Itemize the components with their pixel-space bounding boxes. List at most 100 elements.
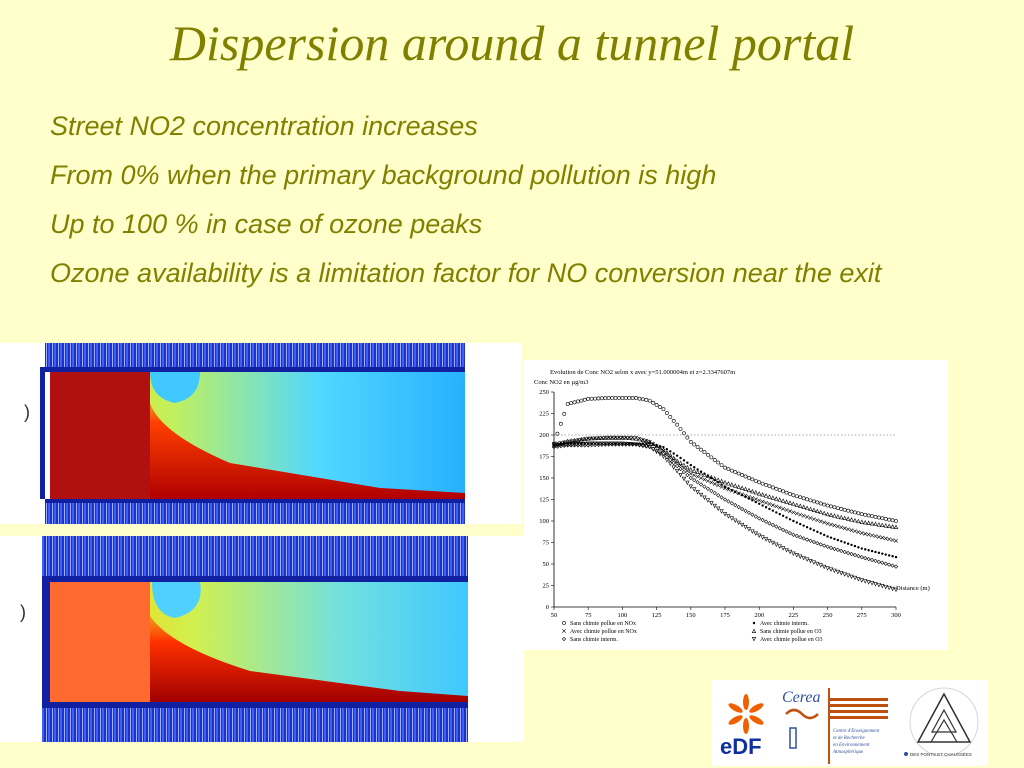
data-point xyxy=(777,544,782,549)
series-diamond xyxy=(551,442,899,569)
data-point xyxy=(599,442,605,447)
data-point xyxy=(859,531,864,535)
data-point xyxy=(586,441,591,446)
x-tick-label: 250 xyxy=(823,612,833,619)
data-point xyxy=(658,405,662,409)
data-point xyxy=(719,478,724,484)
data-point xyxy=(770,522,776,528)
simulation-map-bottom: ) xyxy=(0,536,524,742)
data-point xyxy=(558,421,563,426)
data-point xyxy=(668,452,673,458)
data-point xyxy=(695,480,700,485)
data-point xyxy=(698,470,704,476)
data-point xyxy=(859,578,864,583)
data-point xyxy=(750,529,755,534)
data-point xyxy=(887,562,892,567)
x-tick-label: 275 xyxy=(857,612,867,619)
data-point xyxy=(764,482,768,487)
cerea-wordmark: Cerea xyxy=(782,689,821,706)
data-point xyxy=(686,461,689,464)
data-point xyxy=(866,520,871,525)
chart-ylabel: Conc NO2 en µg/m3 xyxy=(534,379,588,386)
data-point xyxy=(589,435,594,441)
data-point xyxy=(634,396,638,400)
data-point xyxy=(870,549,874,553)
data-point xyxy=(777,488,782,492)
data-point xyxy=(599,396,604,401)
data-point xyxy=(760,492,765,497)
data-point xyxy=(880,535,885,540)
data-point xyxy=(883,584,888,590)
data-point xyxy=(562,629,566,633)
svg-text:): ) xyxy=(24,402,30,422)
data-point xyxy=(752,621,756,625)
data-point xyxy=(818,519,823,524)
data-point xyxy=(815,508,820,514)
data-point xyxy=(674,463,680,469)
data-point xyxy=(840,540,843,543)
data-point xyxy=(698,492,704,498)
data-point xyxy=(603,442,608,447)
data-point xyxy=(715,477,721,482)
data-point xyxy=(596,442,601,448)
data-point xyxy=(662,445,665,449)
data-point xyxy=(785,516,788,519)
data-point xyxy=(833,537,836,541)
data-point xyxy=(640,437,646,443)
x-tick-label: 75 xyxy=(585,612,592,619)
data-point xyxy=(699,447,703,452)
data-point xyxy=(603,441,608,446)
legend-entry: Sans chimie pollue en NOx xyxy=(570,621,636,627)
data-point xyxy=(592,442,598,448)
cerea-caption-1: Centre d'Enseignement xyxy=(833,729,880,734)
data-point xyxy=(743,486,748,492)
data-point xyxy=(637,443,642,448)
data-point xyxy=(712,458,717,462)
data-point xyxy=(839,507,844,511)
data-point xyxy=(593,396,597,401)
data-point xyxy=(705,486,711,491)
data-point xyxy=(771,509,775,512)
x-tick-label: 50 xyxy=(551,612,558,619)
data-point xyxy=(869,557,875,563)
data-point xyxy=(846,508,851,513)
data-point xyxy=(606,396,611,400)
data-point xyxy=(804,557,810,562)
data-point xyxy=(681,469,687,475)
data-point xyxy=(716,493,721,498)
x-tick-label: 150 xyxy=(686,612,696,619)
data-point xyxy=(877,551,881,555)
data-point xyxy=(852,575,858,581)
data-point xyxy=(693,466,696,469)
y-tick-label: 150 xyxy=(539,475,549,482)
data-point xyxy=(739,522,745,528)
legend-entry: Avec chimie interm. xyxy=(760,621,809,627)
data-point xyxy=(852,517,858,523)
data-point xyxy=(558,442,564,448)
data-point xyxy=(774,486,779,491)
data-point xyxy=(654,403,659,407)
data-point xyxy=(849,574,854,580)
data-point xyxy=(685,464,690,470)
data-point xyxy=(743,508,748,513)
y-tick-label: 200 xyxy=(539,432,549,439)
data-point xyxy=(722,512,728,517)
data-point xyxy=(576,399,580,404)
data-point xyxy=(774,524,779,529)
data-point xyxy=(562,621,566,625)
data-point xyxy=(884,553,887,556)
y-tick-label: 100 xyxy=(539,518,549,525)
data-point xyxy=(740,494,744,497)
data-point xyxy=(716,483,721,488)
data-point xyxy=(729,516,735,521)
data-point xyxy=(668,461,673,467)
data-point xyxy=(705,452,710,457)
data-point xyxy=(809,527,812,530)
data-point xyxy=(599,435,605,440)
data-point xyxy=(644,444,649,449)
data-point xyxy=(753,497,758,502)
data-point xyxy=(644,438,649,444)
data-point xyxy=(582,436,587,441)
data-point xyxy=(729,482,735,487)
data-point xyxy=(791,510,796,515)
